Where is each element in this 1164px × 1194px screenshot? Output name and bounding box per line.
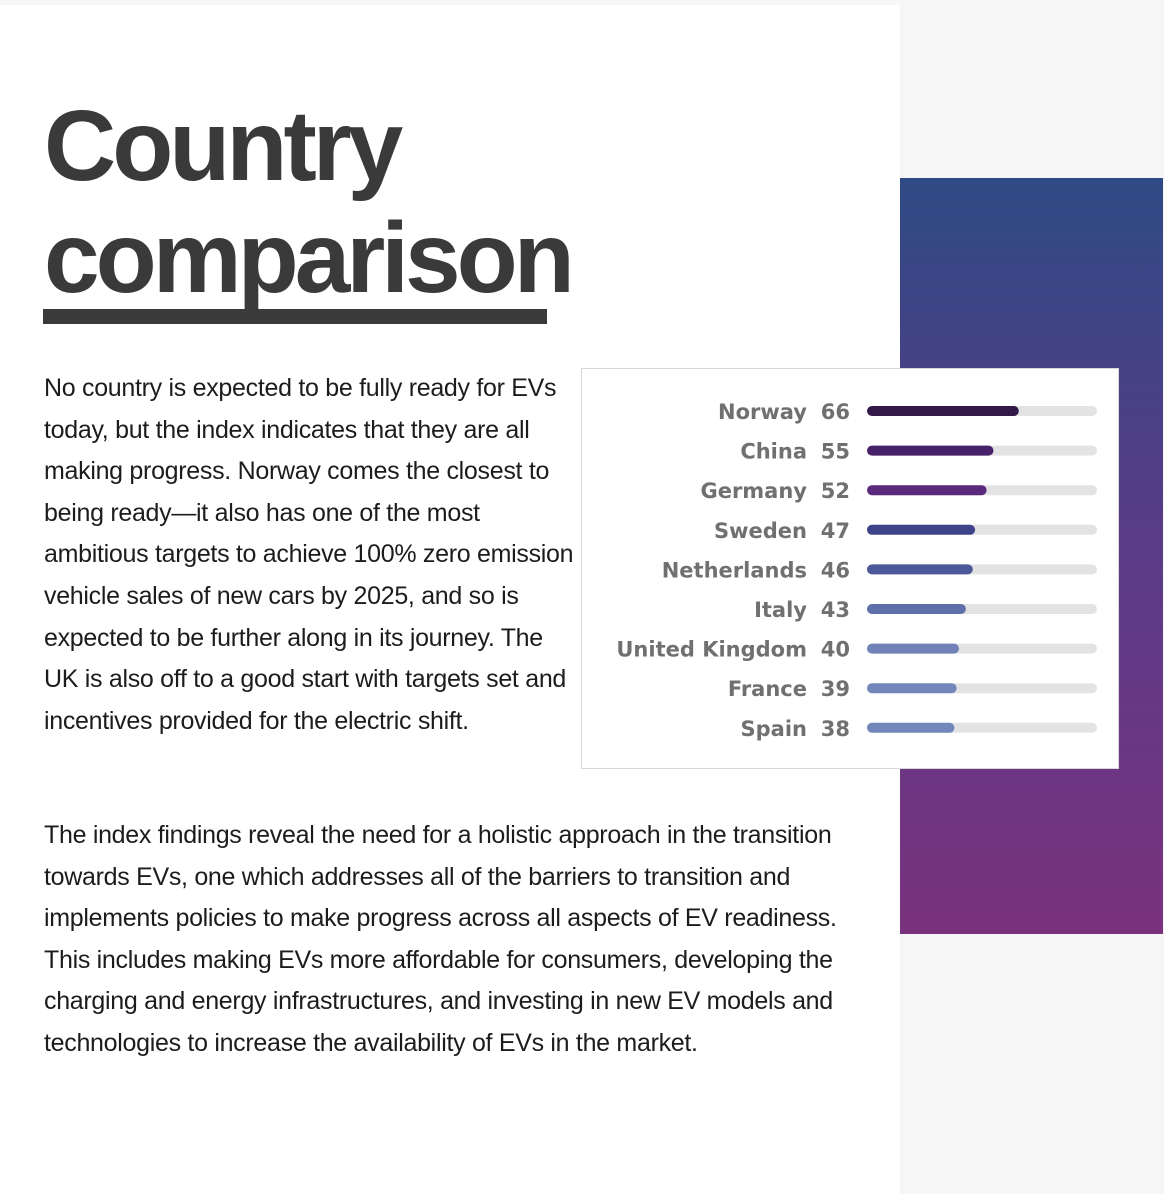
bar-label-netherlands: Netherlands — [662, 558, 807, 582]
bar-label-sweden: Sweden — [714, 519, 807, 543]
top-strip — [0, 0, 1164, 5]
chart-card: Norway 66 China 55 Germany 52 Sweden 47 Netherla… — [581, 368, 1119, 769]
bar-value-spain: 38 — [821, 717, 850, 741]
page-title-line-2: comparison — [44, 202, 575, 314]
bar-norway — [867, 406, 1019, 416]
bar-value-netherlands: 46 — [821, 558, 850, 582]
bar-germany — [867, 485, 987, 496]
bar-value-italy: 43 — [821, 598, 850, 622]
bar-value-norway: 66 — [821, 400, 850, 424]
bar-spain — [867, 722, 955, 733]
bar-label-spain: Spain — [741, 717, 807, 741]
page-title-line-1: Country — [44, 90, 403, 202]
intro-paragraph: No country is expected to be fully ready… — [44, 374, 574, 735]
bar-value-united-kingdom: 40 — [821, 638, 850, 662]
page-title: Country comparison — [44, 90, 575, 314]
bar-france — [867, 683, 957, 694]
bar-label-italy: Italy — [754, 598, 807, 622]
bar-label-norway: Norway — [718, 400, 807, 424]
bar-netherlands — [867, 564, 973, 575]
bar-label-united-kingdom: United Kingdom — [616, 638, 807, 662]
bar-sweden — [867, 524, 976, 535]
country-bar-chart: Norway 66 China 55 Germany 52 Sweden 47 Netherla… — [616, 400, 1097, 741]
bar-value-germany: 52 — [821, 479, 850, 503]
findings-paragraph: The index findings reveal the need for a… — [44, 821, 837, 1057]
bar-value-france: 39 — [821, 677, 850, 701]
bar-label-germany: Germany — [700, 479, 807, 503]
title-underline — [43, 309, 547, 324]
bar-value-sweden: 47 — [821, 519, 850, 543]
bar-united-kingdom — [867, 643, 959, 654]
bar-italy — [867, 604, 966, 614]
bar-value-china: 55 — [821, 440, 850, 464]
bar-label-france: France — [728, 677, 807, 701]
bar-label-china: China — [740, 440, 807, 464]
bar-china — [867, 445, 994, 456]
